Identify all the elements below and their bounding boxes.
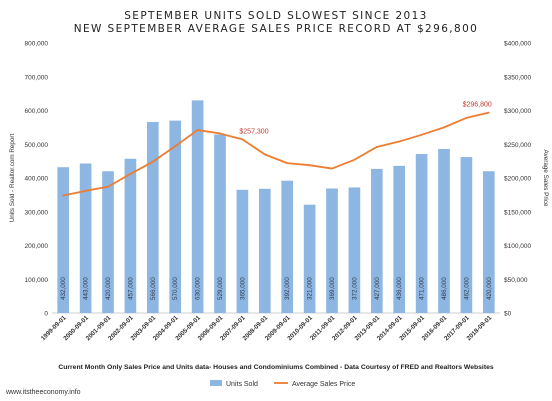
bar-2016-09-01	[438, 148, 450, 313]
y-axis-right: $0 $50,000 $100,000 $150,000 $200,000 $250,00…	[504, 41, 531, 318]
bar-label-2000-09-01: 443,000	[83, 277, 90, 300]
price-point-2017-09-01	[465, 117, 468, 119]
price-point-2011-09-01	[331, 167, 333, 170]
y-tick-left-2: 200,000	[25, 243, 49, 250]
bar-2006-09-01	[214, 134, 226, 313]
footnote: Current Month Only Sales Price and Units…	[58, 364, 494, 371]
y-tick-left-6: 600,000	[25, 108, 49, 115]
bar-2002-09-01	[124, 158, 137, 313]
y-tick-left-5: 500,000	[25, 142, 49, 149]
bar-label-2003-09-01: 566,000	[150, 277, 157, 300]
bar-2007-09-01	[236, 189, 249, 313]
price-point-2013-09-01	[375, 146, 378, 148]
chart-title: SEPTEMBER UNITS SOLD SLOWEST SINCE 2013	[124, 10, 428, 22]
bar-label-2018-09-01: 420,000	[486, 277, 493, 300]
bar-1999-09-01	[57, 167, 70, 313]
x-axis: 1999-09-012000-09-012001-09-012002-09-01…	[40, 314, 494, 342]
bar-label-2009-09-01: 392,000	[284, 277, 291, 300]
bar-2001-09-01	[102, 171, 114, 313]
price-line	[63, 111, 490, 197]
bar-2004-09-01	[169, 120, 182, 314]
price-point-2012-09-01	[353, 158, 356, 161]
price-point-2005-09-01	[196, 129, 199, 131]
price-point-2015-09-01	[420, 133, 423, 136]
legend-swatch-units-sold	[210, 380, 222, 386]
bar-label-2007-09-01: 365,000	[239, 277, 246, 300]
y-axis-left-title: Units Sold - Realtor.com Report	[9, 133, 16, 222]
bar-2003-09-01	[146, 121, 159, 313]
y-tick-right-7: $350,000	[504, 74, 531, 81]
price-point-2000-09-01	[84, 189, 87, 192]
price-point-2001-09-01	[107, 185, 109, 188]
bars-layer	[57, 100, 495, 314]
price-point-2007-09-01	[241, 138, 244, 141]
y-tick-left-3: 300,000	[25, 209, 49, 216]
y-axis-left: 0 100,000 200,000 300,000 400,000 500,000 600,…	[25, 41, 49, 318]
price-point-2010-09-01	[308, 164, 311, 167]
y-tick-left-1: 100,000	[25, 277, 49, 284]
bar-label-2017-09-01: 462,000	[463, 277, 470, 300]
price-point-2002-09-01	[129, 173, 132, 175]
chart-subtitle: NEW SEPTEMBER AVERAGE SALES PRICE RECORD…	[74, 23, 479, 35]
bar-2000-09-01	[79, 163, 92, 313]
bar-label-2002-09-01: 457,000	[127, 277, 134, 300]
legend: Units Sold Average Sales Price	[210, 380, 355, 388]
bar-2018-09-01	[482, 171, 495, 313]
price-line-layer	[62, 111, 490, 197]
annotations-layer: $257,300 $296,800	[239, 102, 492, 136]
bar-2017-09-01	[460, 157, 473, 313]
bar-label-2013-09-01: 427,000	[374, 277, 381, 300]
bar-2005-09-01	[191, 100, 204, 314]
y-tick-left-7: 700,000	[25, 74, 49, 81]
bar-2008-09-01	[258, 188, 271, 313]
y-tick-left-4: 400,000	[25, 176, 49, 183]
price-point-2014-09-01	[398, 140, 401, 143]
y-tick-right-1: $50,000	[504, 277, 528, 284]
annotation-0: $257,300	[239, 128, 268, 135]
bar-label-2015-09-01: 471,000	[419, 277, 426, 300]
bar-2010-09-01	[303, 204, 316, 313]
bar-label-1999-09-01: 432,000	[60, 277, 67, 300]
y-tick-right-2: $100,000	[504, 243, 531, 250]
bar-label-2004-09-01: 570,000	[172, 277, 179, 300]
y-tick-right-4: $200,000	[504, 176, 531, 183]
annotation-1: $296,800	[463, 102, 492, 109]
y-tick-right-5: $250,000	[504, 142, 531, 149]
y-tick-left-8: 800,000	[25, 41, 49, 48]
bar-2013-09-01	[370, 168, 383, 313]
bar-label-2006-09-01: 529,000	[217, 277, 224, 300]
legend-label-average-sales-price: Average Sales Price	[292, 381, 355, 388]
y-tick-left-0: 0	[44, 311, 48, 318]
price-point-2004-09-01	[174, 145, 177, 148]
price-point-2006-09-01	[219, 132, 221, 135]
bar-label-2014-09-01: 436,000	[396, 277, 403, 300]
source-label: www.itstheeconomy.info	[5, 389, 81, 396]
bar-label-2001-09-01: 420,000	[105, 277, 112, 300]
y-tick-right-8: $400,000	[504, 41, 531, 48]
price-point-1999-09-01	[62, 194, 65, 197]
bar-label-2010-09-01: 321,000	[307, 277, 314, 300]
bar-label-2012-09-01: 372,000	[351, 277, 358, 300]
y-axis-right-title: Average Sales Price	[542, 150, 549, 207]
bar-label-2005-09-01: 630,000	[195, 277, 202, 300]
bar-label-2016-09-01: 486,000	[441, 277, 448, 300]
price-point-2009-09-01	[286, 162, 289, 165]
bar-2009-09-01	[281, 180, 294, 313]
legend-label-units-sold: Units Sold	[226, 381, 258, 388]
y-tick-right-3: $150,000	[504, 209, 531, 216]
bar-2012-09-01	[348, 187, 361, 313]
bar-labels-layer: 432,000 443,000 420,000 457,000 566,000 570,0…	[60, 277, 493, 300]
bar-2011-09-01	[326, 188, 338, 313]
price-point-2018-09-01	[487, 111, 490, 114]
bar-2014-09-01	[393, 165, 406, 313]
bar-label-2011-09-01: 369,000	[329, 277, 336, 300]
bar-2015-09-01	[415, 154, 428, 313]
y-tick-right-0: $0	[504, 311, 512, 318]
price-point-2003-09-01	[151, 160, 154, 163]
price-point-2016-09-01	[443, 126, 445, 129]
y-tick-right-6: $300,000	[504, 108, 531, 115]
price-point-2008-09-01	[263, 153, 266, 156]
